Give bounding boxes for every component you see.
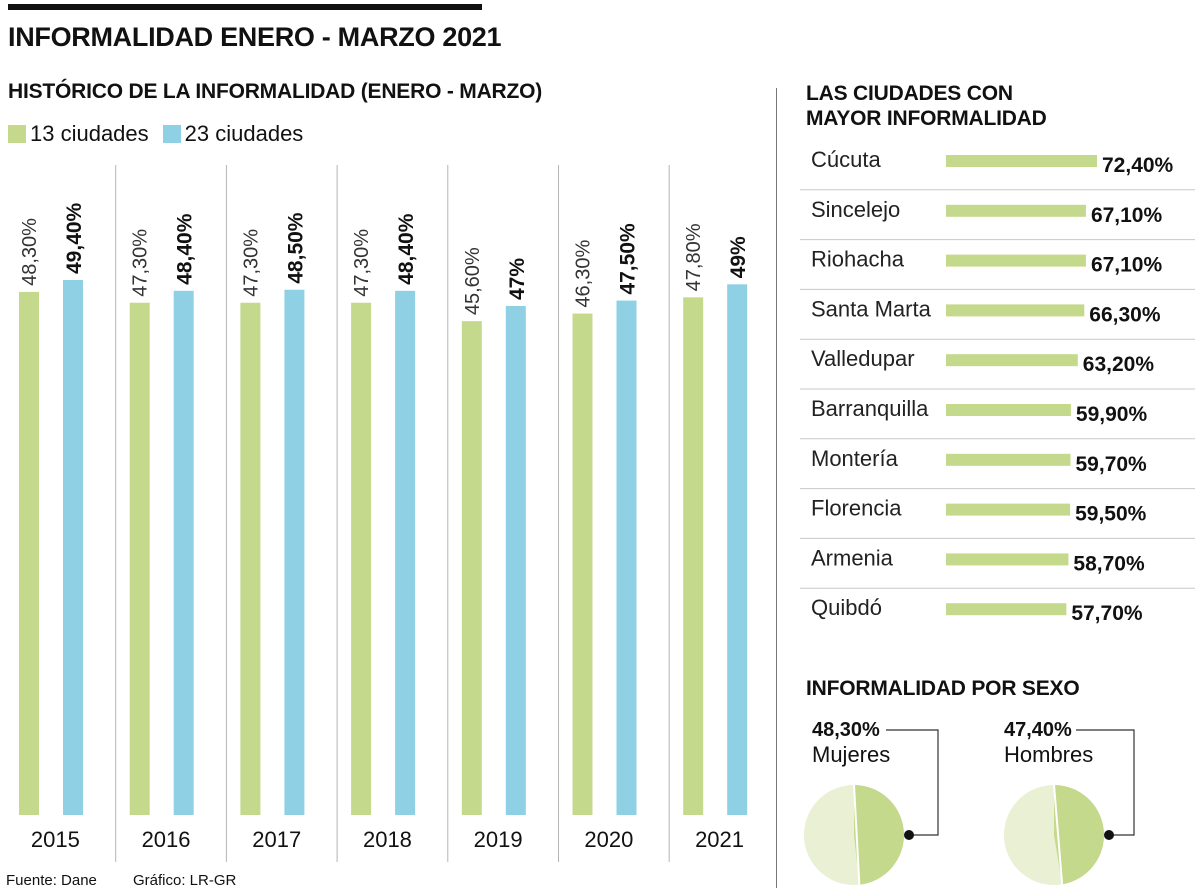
top-rule (8, 4, 482, 10)
city-name: Barranquilla (811, 396, 929, 421)
cities-title-line1: LAS CIUDADES CON (806, 82, 1013, 105)
historic-bar-chart: 48,30% 49,40% 2015 47,30% 48,40% 2016 47,30% 48… (19, 165, 750, 862)
city-name: Florencia (811, 496, 902, 521)
year-tick-label: 2016 (142, 827, 191, 852)
city-name: Sincelejo (811, 197, 900, 222)
bar-13-ciudades (19, 291, 39, 815)
year-tick-label: 2015 (31, 827, 80, 852)
cities-title-line2: MAYOR INFORMALIDAD (806, 107, 1047, 130)
city-name: Armenia (811, 545, 894, 570)
year-tick-label: 2019 (474, 827, 523, 852)
sex-pie-charts (804, 729, 1135, 885)
bar-label-13: 47,30% (351, 229, 373, 297)
bar-13-ciudades (461, 321, 482, 815)
year-tick-label: 2021 (695, 827, 744, 852)
pie-leader-line (1076, 729, 1135, 836)
city-name: Cúcuta (811, 147, 881, 172)
bar-23-ciudades (63, 280, 83, 815)
city-value-label: 59,90% (1076, 403, 1148, 426)
pie-leader-dot (1104, 830, 1114, 840)
city-value-label: 66,30% (1089, 303, 1161, 326)
year-tick-label: 2018 (363, 827, 412, 852)
legend-item-23: 23 ciudades (162, 121, 304, 147)
city-bar (946, 354, 1078, 367)
city-name: Quibdó (811, 595, 882, 620)
city-value-label: 63,20% (1083, 353, 1155, 376)
city-bar (946, 254, 1086, 267)
bar-23-ciudades (505, 305, 526, 815)
city-value-label: 57,70% (1071, 602, 1143, 625)
footer-source: Fuente: Dane (6, 872, 97, 889)
bar-13-ciudades (683, 297, 704, 815)
legend-swatch-green (8, 125, 26, 143)
bar-label-13: 47,80% (683, 223, 705, 291)
bar-13-ciudades (129, 302, 150, 815)
city-name: Riohacha (811, 247, 905, 272)
pie-slice-edge (853, 784, 861, 885)
year-tick-label: 2017 (252, 827, 301, 852)
bar-label-23: 49% (727, 236, 750, 278)
bar-label-13: 47,30% (130, 229, 152, 297)
pie-leader-dot (904, 830, 914, 840)
pie-women-label: Mujeres (812, 742, 891, 767)
bar-label-23: 47% (506, 258, 529, 300)
city-bar (946, 404, 1071, 416)
city-bar (946, 155, 1097, 167)
bar-13-ciudades (240, 302, 261, 815)
city-value-label: 72,40% (1102, 154, 1174, 177)
city-bar (946, 204, 1086, 217)
bar-13-ciudades (572, 313, 593, 815)
bar-23-ciudades (173, 290, 194, 815)
legend: 13 ciudades 23 ciudades (8, 120, 317, 148)
footer-credit: Gráfico: LR-GR (133, 872, 237, 889)
bar-label-13: 46,30% (573, 240, 595, 308)
bar-23-ciudades (395, 290, 416, 815)
bar-23-ciudades (727, 284, 748, 815)
city-value-label: 59,50% (1075, 503, 1147, 526)
sex-title: INFORMALIDAD POR SEXO (806, 677, 1080, 700)
bar-23-ciudades (616, 300, 637, 815)
legend-item-13: 13 ciudades (8, 121, 149, 147)
city-bar (946, 503, 1071, 516)
cities-bar-chart: Cúcuta 72,40% Sincelejo 67,10% Riohacha 67,10… (800, 147, 1195, 625)
city-value-label: 67,10% (1091, 204, 1163, 227)
legend-label-13: 13 ciudades (30, 121, 149, 146)
legend-swatch-blue (162, 125, 181, 143)
bar-label-13: 45,60% (462, 247, 484, 315)
bar-13-ciudades (351, 302, 372, 815)
bar-label-23: 48,50% (284, 212, 307, 284)
city-value-label: 59,70% (1076, 453, 1148, 476)
pie-leader-line (886, 729, 939, 836)
city-bar (946, 304, 1085, 317)
bar-label-23: 48,40% (174, 213, 197, 285)
bar-label-13: 48,30% (19, 218, 41, 286)
pie-slice-informal (1054, 785, 1104, 885)
bar-label-23: 47,50% (617, 223, 640, 295)
city-value-label: 67,10% (1091, 254, 1163, 277)
bar-23-ciudades (284, 289, 305, 815)
bar-label-23: 48,40% (395, 213, 418, 285)
city-name: Valledupar (811, 346, 915, 371)
bar-label-13: 47,30% (240, 229, 262, 297)
city-bar (946, 603, 1067, 616)
year-tick-label: 2020 (584, 827, 633, 852)
city-value-label: 58,70% (1073, 552, 1145, 575)
pie-slice-edge (1053, 784, 1064, 885)
city-name: Santa Marta (811, 296, 932, 321)
bar-label-23: 49,40% (63, 202, 86, 274)
city-name: Montería (811, 446, 899, 471)
pie-slice-informal (854, 785, 904, 885)
city-bar (946, 553, 1069, 566)
pie-men-label: Hombres (1004, 742, 1094, 767)
main-title: INFORMALIDAD ENERO - MARZO 2021 (8, 22, 502, 52)
vertical-divider (776, 88, 777, 888)
pie-women-value: 48,30% (812, 719, 880, 741)
historic-chart-title: HISTÓRICO DE LA INFORMALIDAD (ENERO - MA… (8, 80, 543, 103)
legend-label-23: 23 ciudades (184, 121, 304, 146)
pie-men-value: 47,40% (1004, 719, 1072, 741)
city-bar (946, 453, 1071, 466)
